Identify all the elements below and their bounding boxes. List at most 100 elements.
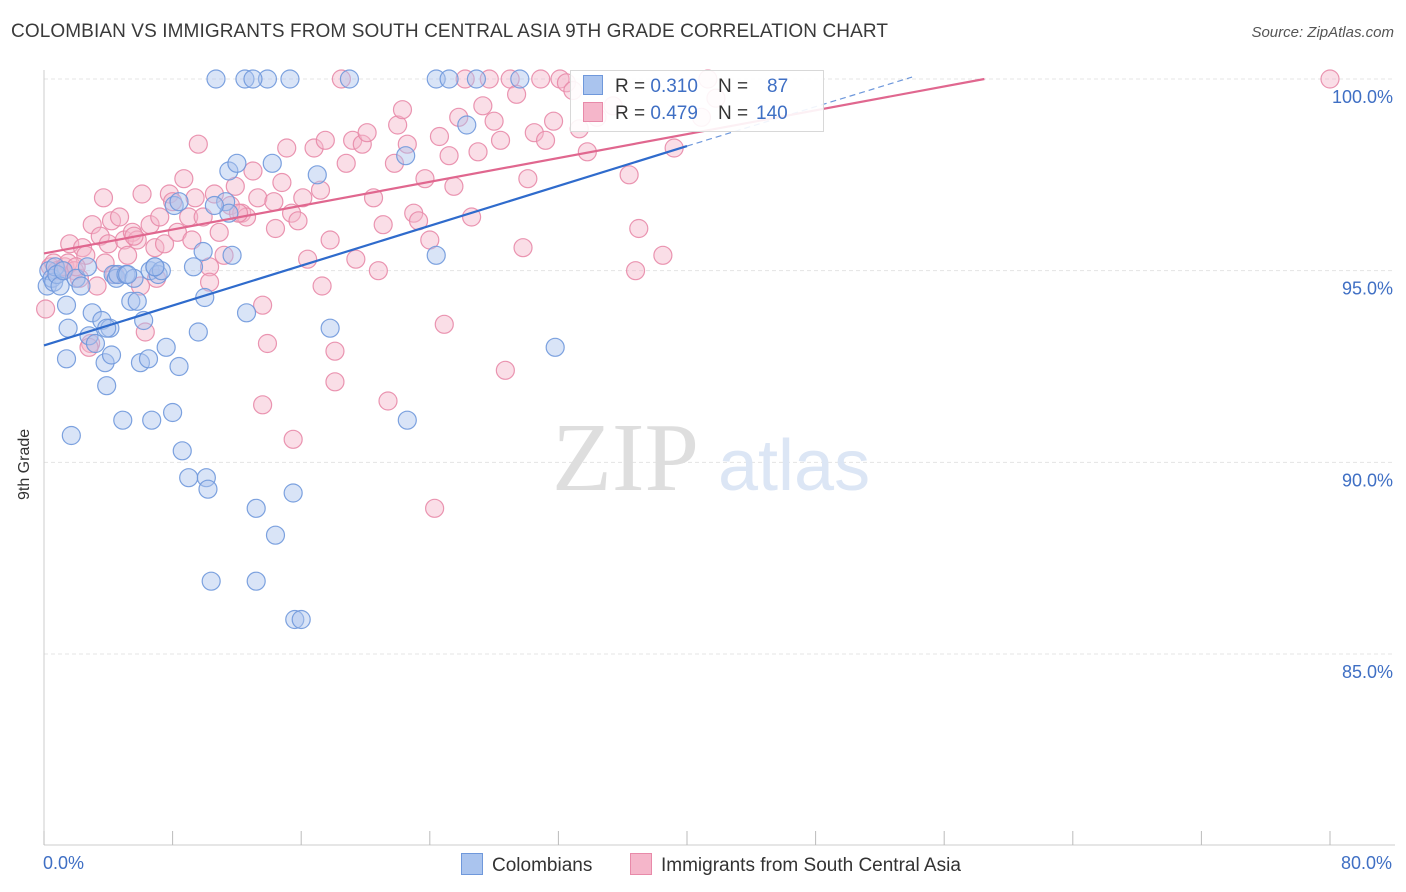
data-point [127, 291, 147, 311]
y-tick-label: 95.0% [1342, 279, 1393, 299]
data-point [243, 161, 263, 181]
data-point [50, 276, 70, 296]
data-point [219, 161, 239, 181]
data-point [236, 303, 257, 323]
legend-label-colombians: Colombians [492, 855, 593, 876]
data-point [320, 230, 340, 250]
data-point [253, 295, 273, 315]
data-point [222, 245, 242, 265]
y-tick-label: 90.0% [1342, 470, 1393, 490]
legend-swatch-blue [583, 75, 603, 95]
data-point [307, 165, 327, 185]
data-point [392, 100, 413, 120]
data-point [315, 130, 335, 150]
data-point [325, 341, 345, 361]
data-point [331, 69, 351, 89]
data-point [629, 218, 649, 239]
legend-row-immigrants: R = 0.479 N = 140 [583, 102, 788, 126]
watermark-atlas: atlas [718, 426, 870, 506]
data-point [82, 303, 102, 323]
data-point [535, 130, 556, 150]
watermark: ZIP atlas [552, 404, 870, 512]
data-point [117, 264, 138, 285]
legend-n-label: N = [717, 103, 749, 124]
data-point [280, 69, 300, 89]
x-tick-max: 80.0% [1340, 853, 1392, 873]
data-point [283, 483, 303, 503]
data-point [159, 184, 179, 204]
data-point [87, 276, 107, 296]
data-point [262, 153, 282, 173]
data-point [138, 349, 159, 369]
data-point [109, 207, 130, 227]
trend-line-immigrants [43, 77, 985, 255]
data-point [336, 153, 356, 173]
data-point [71, 276, 91, 296]
data-point [193, 241, 213, 262]
data-point [182, 230, 202, 250]
data-point [61, 425, 81, 446]
data-point [449, 107, 469, 127]
data-point [396, 146, 416, 166]
data-point [346, 249, 366, 269]
data-point [214, 245, 234, 265]
data-point [264, 192, 284, 212]
data-point [507, 84, 527, 104]
legend-swatch-immigrants [630, 853, 652, 875]
data-point [426, 245, 446, 265]
y-tick-label: 85.0% [1342, 662, 1393, 682]
y-tick-labels: 85.0% 90.0% 95.0% 100.0% [1332, 87, 1393, 682]
data-point [285, 609, 305, 630]
data-point [169, 192, 189, 212]
data-point [352, 134, 372, 154]
y-tick-label: 100.0% [1332, 87, 1393, 107]
data-point [163, 402, 183, 423]
data-point [531, 69, 551, 89]
data-point [272, 172, 292, 193]
data-point [145, 238, 165, 258]
data-point [368, 261, 388, 281]
legend-item-colombians[interactable]: Colombians [461, 853, 592, 877]
legend-swatch-pink [583, 102, 603, 122]
data-point [473, 96, 493, 116]
data-point [429, 126, 450, 147]
data-point [304, 138, 324, 158]
data-point [142, 410, 162, 430]
data-point [425, 498, 445, 518]
data-point [246, 498, 266, 518]
data-point [183, 257, 204, 277]
data-point [58, 318, 78, 338]
data-point [204, 184, 224, 204]
data-point [257, 333, 278, 354]
data-point [257, 69, 278, 89]
y-axis-label: 9th Grade [16, 428, 33, 500]
data-point [357, 123, 377, 143]
data-point [298, 249, 318, 269]
trend-lines [43, 76, 985, 347]
data-point [312, 276, 332, 296]
data-point [325, 372, 345, 392]
data-point [439, 69, 459, 89]
data-point [457, 115, 477, 135]
data-point [490, 130, 511, 150]
data-point [291, 609, 311, 630]
data-point [56, 349, 77, 369]
data-point [193, 207, 213, 227]
data-point [36, 299, 56, 319]
legend-r-label: R = [615, 103, 646, 124]
data-point [79, 326, 99, 346]
trend-line-colombians [43, 145, 688, 347]
data-point [198, 479, 218, 499]
legend-item-immigrants[interactable]: Immigrants from South Central Asia [630, 853, 961, 877]
data-point [444, 176, 464, 196]
chart-source: Source: ZipAtlas.com [1251, 24, 1394, 41]
data-point [265, 218, 286, 239]
correlation-legend: R = 0.310 N = 87 R = 0.479 N = 140 [570, 70, 824, 132]
watermark-zip: ZIP [552, 404, 699, 512]
data-point [227, 153, 247, 173]
data-point [246, 571, 266, 591]
data-point [484, 111, 504, 131]
data-point [373, 215, 393, 235]
series-immigrants-south-central-asia [36, 69, 1340, 518]
